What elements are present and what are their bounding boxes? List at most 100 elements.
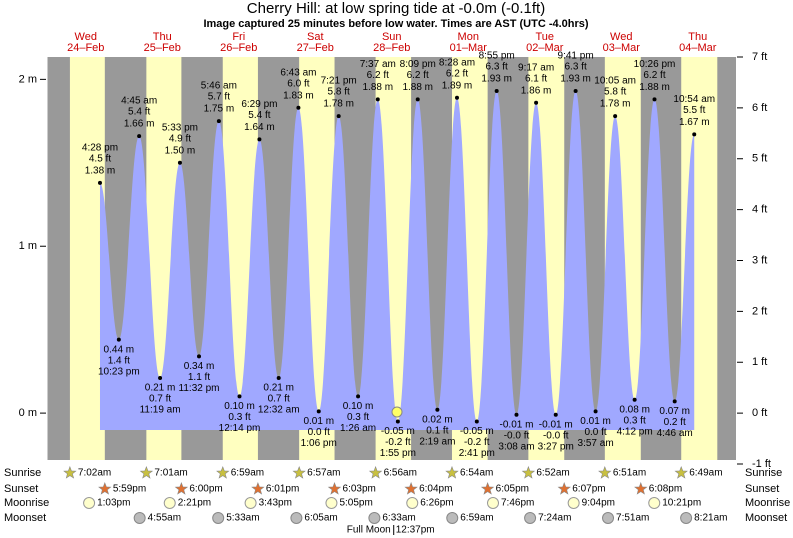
row-label: Sunrise <box>4 467 41 479</box>
sunset-icon <box>98 481 112 495</box>
moonrise-time: 2:21pm <box>178 498 211 509</box>
tide-point <box>336 114 341 119</box>
tide-point <box>216 119 221 124</box>
moonset-icon <box>368 512 381 524</box>
moonset-time: 4:55am <box>148 513 181 524</box>
sunrise-time: 6:57am <box>307 468 340 479</box>
tide-point <box>296 105 301 110</box>
tide-feet: 0.3 ft <box>624 415 646 426</box>
sunset-time: 6:04pm <box>419 484 452 495</box>
day-date: 24–Feb <box>67 42 104 54</box>
tide-feet: 4.5 ft <box>89 153 111 164</box>
sunrise-time: 6:56am <box>384 468 417 479</box>
chart-subtitle: Image captured 25 minutes before low wat… <box>203 18 588 30</box>
sunset-icon <box>634 481 648 495</box>
tide-time: 4:46 am <box>657 428 693 439</box>
tide-time: 3:27 pm <box>538 441 574 452</box>
tide-point <box>514 412 519 417</box>
moonset-time: 7:24am <box>538 513 571 524</box>
moonset-time: 8:21am <box>694 513 727 524</box>
sunrise-icon <box>674 465 688 479</box>
moonrise-icon <box>325 497 338 509</box>
moonrise-icon <box>406 497 419 509</box>
tide-time: 8:09 pm <box>400 59 436 70</box>
sunset-icon <box>327 481 342 495</box>
tide-area <box>99 91 695 431</box>
tide-time: 6:43 am <box>280 67 316 78</box>
tide-time: 11:19 am <box>140 405 181 416</box>
moon-phase-time: 12:37pm <box>396 525 435 536</box>
tide-meters: 0.08 m <box>619 404 650 415</box>
tide-point <box>257 137 262 142</box>
moonset-icon <box>680 512 693 524</box>
sunset-time: 6:07pm <box>572 484 605 495</box>
tide-meters: 1.78 m <box>323 99 354 110</box>
y2-tick-label: 1 ft <box>752 356 767 368</box>
day-name: Fri <box>232 31 245 43</box>
day-date: 28–Feb <box>373 42 410 54</box>
tide-point <box>494 89 499 94</box>
tide-meters: 0.34 m <box>184 361 215 372</box>
tide-time: 1:55 pm <box>380 448 416 459</box>
tide-point <box>237 394 242 399</box>
tide-point <box>652 97 657 102</box>
day-name: Mon <box>458 31 479 43</box>
tide-feet: 0.7 ft <box>149 394 171 405</box>
tide-feet: 0.1 ft <box>426 425 448 436</box>
moonset-icon <box>290 512 303 524</box>
tide-meters: 0.07 m <box>659 406 690 417</box>
tide-time: 8:28 am <box>439 57 475 68</box>
tide-feet: -0.0 ft <box>543 430 569 441</box>
tide-time: 6:29 pm <box>241 99 277 110</box>
day-date: 03–Mar <box>603 42 641 54</box>
moonrise-time: 5:05pm <box>339 498 372 509</box>
tide-time: 8:55 pm <box>479 51 515 62</box>
day-name: Sat <box>307 31 324 43</box>
tide-meters: -0.05 m <box>460 426 494 437</box>
moonset-time: 5:33am <box>226 513 259 524</box>
tide-feet: 6.2 ft <box>367 70 389 81</box>
sunrise-time: 6:49am <box>689 468 722 479</box>
tide-meters: 1.66 m <box>124 119 155 130</box>
tide-feet: 6.2 ft <box>407 70 429 81</box>
tide-meters: 1.83 m <box>283 90 314 101</box>
day-name: Tue <box>535 31 554 43</box>
day-name: Thu <box>688 31 707 43</box>
tide-meters: 1.78 m <box>600 99 631 110</box>
sunrise-time: 6:54am <box>460 468 493 479</box>
row-label: Sunset <box>745 483 779 495</box>
day-name: Wed <box>75 31 97 43</box>
tide-point <box>593 409 598 414</box>
sunrise-time: 6:59am <box>231 468 264 479</box>
moonrise-icon <box>83 497 96 509</box>
day-date: 26–Feb <box>220 42 257 54</box>
tide-time: 4:45 am <box>121 96 157 107</box>
tide-time: 10:23 pm <box>98 366 140 377</box>
tide-time: 1:26 am <box>340 423 376 434</box>
tide-feet: 5.8 ft <box>328 87 350 98</box>
moonrise-icon <box>567 497 580 509</box>
chart-title: Cherry Hill: at low spring tide at -0.0m… <box>247 0 545 17</box>
tide-feet: 4.9 ft <box>169 133 191 144</box>
tide-point <box>395 419 400 424</box>
y2-tick-label: 5 ft <box>752 153 767 165</box>
y-tick-label: 0 m <box>19 407 37 419</box>
sunset-time: 6:01pm <box>266 484 299 495</box>
row-label: Sunset <box>4 483 38 495</box>
tide-meters: 1.67 m <box>679 117 710 128</box>
tide-time: 2:41 pm <box>459 448 495 459</box>
tide-meters: 0.21 m <box>263 383 294 394</box>
y2-tick-label: 0 ft <box>752 407 767 419</box>
tide-time: 1:06 pm <box>301 438 337 449</box>
tide-point <box>553 412 558 417</box>
sunrise-icon <box>292 465 306 479</box>
tide-meters: 1.93 m <box>481 74 512 85</box>
tide-feet: 0.0 ft <box>584 427 606 438</box>
tide-feet: 0.0 ft <box>308 427 330 438</box>
moonset-time: 6:05am <box>304 513 337 524</box>
moonset-time: 6:33am <box>382 513 415 524</box>
moonset-icon <box>133 512 146 524</box>
tide-time: 12:32 am <box>258 405 300 416</box>
tide-feet: -0.0 ft <box>504 430 530 441</box>
